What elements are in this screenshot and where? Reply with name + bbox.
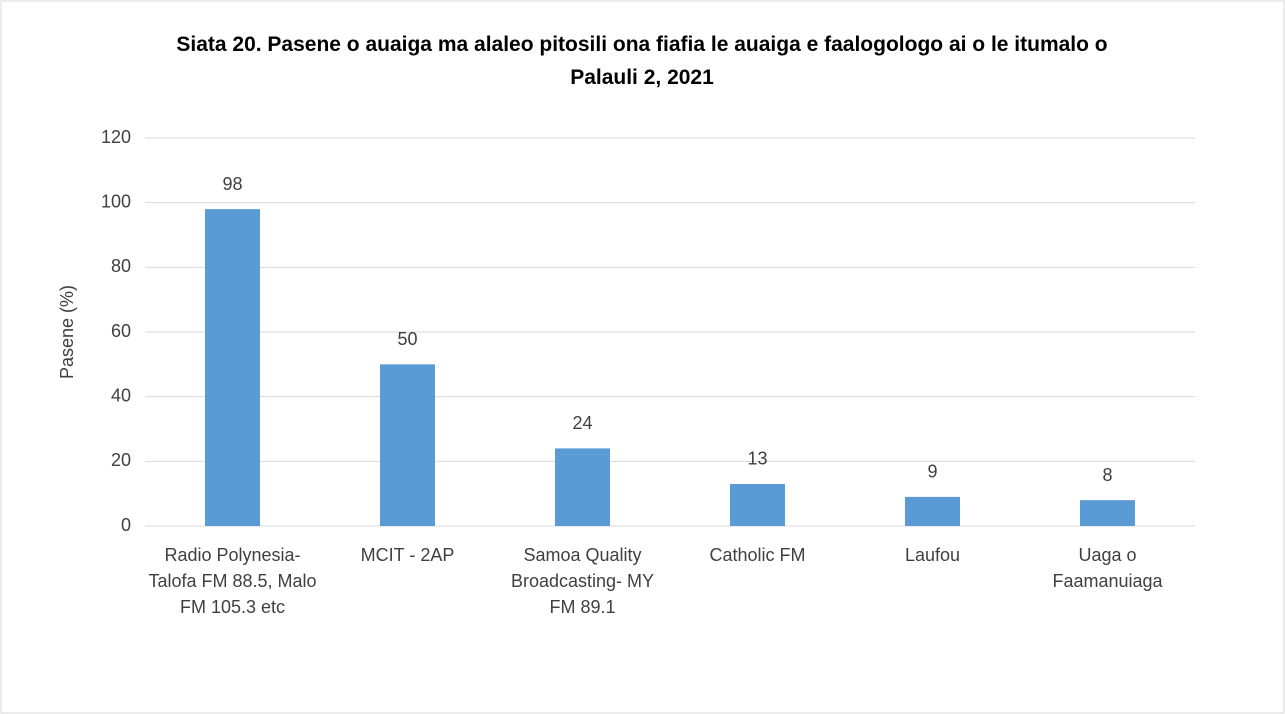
x-tick-label: Uaga o Faamanuiaga	[1052, 545, 1163, 591]
data-label: 98	[222, 174, 242, 194]
y-tick-label: 20	[111, 450, 131, 470]
bar	[1080, 500, 1135, 526]
y-tick-label: 80	[111, 256, 131, 276]
bar	[730, 483, 785, 526]
x-tick-label: Radio Polynesia-Talofa FM 88.5, Malo FM …	[148, 545, 317, 617]
y-tick-label: 100	[101, 191, 131, 211]
y-tick-label: 60	[111, 321, 131, 341]
y-tick-label: 0	[121, 515, 131, 535]
x-tick-label: MCIT - 2AP	[360, 545, 455, 565]
y-tick-label: 40	[111, 385, 131, 405]
data-label: 9	[927, 462, 937, 482]
bar	[205, 209, 260, 526]
x-tick-label: Samoa Quality Broadcasting- MY FM 89.1	[510, 545, 655, 617]
data-label: 50	[397, 329, 417, 349]
y-axis-label: Pasene (%)	[57, 285, 77, 379]
x-tick-label: Laufou	[904, 545, 961, 565]
data-label: 13	[747, 449, 767, 469]
data-label: 24	[572, 413, 592, 433]
bar	[380, 364, 435, 526]
chart-title: Siata 20. Pasene o auaiga ma alaleo pito…	[176, 33, 1108, 89]
data-label: 8	[1102, 465, 1112, 485]
x-tick-label: Catholic FM	[709, 545, 806, 565]
bar	[905, 496, 960, 526]
y-tick-label: 120	[101, 127, 131, 147]
bar	[555, 448, 610, 526]
